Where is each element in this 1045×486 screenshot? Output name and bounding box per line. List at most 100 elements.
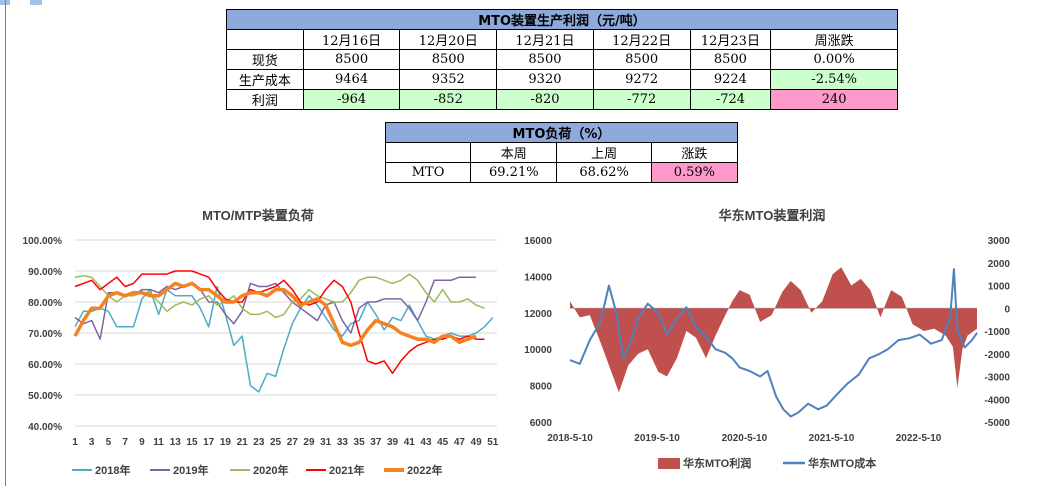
profit-area <box>570 267 977 393</box>
table-cell: -772 <box>592 89 691 110</box>
column-header <box>226 29 304 50</box>
y-tick-label: 40.00% <box>28 422 62 433</box>
column-header: 涨跌 <box>650 142 739 163</box>
x-tick-label: 35 <box>354 437 366 448</box>
table-cell: 8500 <box>689 49 772 70</box>
x-tick-label: 2019-5-10 <box>634 433 680 444</box>
legend-label: 2021年 <box>329 463 364 477</box>
x-tick-label: 33 <box>337 437 349 448</box>
x-tick-label: 13 <box>170 437 182 448</box>
table-title: MTO负荷（%） <box>385 122 738 143</box>
x-tick-label: 1 <box>72 437 78 448</box>
legend-label: 华东MTO成本 <box>808 456 876 470</box>
y-tick-label: 70.00% <box>28 329 62 340</box>
table-cell: 68.62% <box>556 162 652 183</box>
cost-line <box>569 268 978 418</box>
y-right-tick-label: 0 <box>1004 304 1010 315</box>
x-tick-label: 51 <box>487 437 499 448</box>
y-right-tick-label: -3000 <box>984 373 1010 384</box>
table-cell: 8500 <box>399 49 498 70</box>
x-tick-label: 27 <box>287 437 299 448</box>
y-tick-label: 60.00% <box>28 360 62 371</box>
x-tick-label: 2022-5-10 <box>896 433 942 444</box>
chart-title: MTO/MTP装置负荷 <box>202 208 314 223</box>
table-row: MTO 69.21% 68.62% 0.59% <box>384 162 739 183</box>
column-header: 12月22日 <box>592 29 691 50</box>
table-cell: -964 <box>302 89 401 110</box>
column-header: 12月20日 <box>399 29 498 50</box>
row-label: MTO <box>384 162 472 183</box>
x-tick-label: 11 <box>153 437 164 448</box>
legend-label: 2022年 <box>407 463 442 477</box>
x-tick-label: 3 <box>89 437 95 448</box>
table-cell: -820 <box>496 89 594 110</box>
left-divider <box>5 0 6 486</box>
x-tick-label: 15 <box>186 437 198 448</box>
series-line-2022年 <box>73 281 477 348</box>
x-tick-label: 47 <box>454 437 466 448</box>
table-title: MTO装置生产利润（元/吨） <box>226 9 898 30</box>
y-tick-label: 90.00% <box>28 267 62 278</box>
x-tick-label: 5 <box>106 437 112 448</box>
mto-profit-table: MTO装置生产利润（元/吨） 12月16日 12月20日 12月21日 12月2… <box>226 9 898 110</box>
y-right-tick-label: 2000 <box>988 259 1011 270</box>
x-tick-label: 49 <box>471 437 483 448</box>
y-left-tick-label: 16000 <box>524 236 552 247</box>
y-left-tick-label: 14000 <box>524 272 552 283</box>
table-cell: 69.21% <box>470 162 558 183</box>
x-tick-label: 9 <box>139 437 145 448</box>
x-tick-label: 2020-5-10 <box>722 433 768 444</box>
table-row: 利润 -964 -852 -820 -772 -724 240 <box>226 89 898 110</box>
table-row: 生产成本 9464 9352 9320 9272 9224 -2.54% <box>226 69 898 90</box>
table-cell: 9464 <box>302 69 401 90</box>
table-row: 现货 8500 8500 8500 8500 8500 0.00% <box>226 49 898 70</box>
table-cell: 8500 <box>496 49 594 70</box>
x-tick-label: 39 <box>387 437 399 448</box>
x-tick-label: 23 <box>253 437 265 448</box>
row-label: 现货 <box>226 49 304 70</box>
y-left-tick-label: 6000 <box>530 418 553 429</box>
y-right-tick-label: -4000 <box>984 395 1010 406</box>
x-tick-label: 21 <box>237 437 249 448</box>
table-cell: -724 <box>689 89 772 110</box>
x-tick-label: 19 <box>220 437 232 448</box>
series-line-2019年 <box>74 276 477 340</box>
table-cell: 8500 <box>302 49 401 70</box>
y-left-tick-label: 10000 <box>524 345 552 356</box>
table-cell: 8500 <box>592 49 691 70</box>
x-tick-label: 41 <box>404 437 416 448</box>
legend-label: 2019年 <box>173 463 208 477</box>
column-header: 上周 <box>556 142 652 163</box>
y-right-tick-label: -1000 <box>984 327 1010 338</box>
x-tick-label: 2018-5-10 <box>547 433 593 444</box>
tab-marker <box>30 0 42 5</box>
change-cell: 0.59% <box>650 162 739 183</box>
legend-swatch <box>658 458 680 469</box>
change-cell: -2.54% <box>770 69 898 90</box>
x-tick-label: 25 <box>270 437 282 448</box>
x-tick-label: 2021-5-10 <box>809 433 855 444</box>
y-left-tick-label: 12000 <box>524 309 552 320</box>
x-tick-label: 37 <box>370 437 382 448</box>
y-right-tick-label: -5000 <box>984 418 1010 429</box>
chart-title: 华东MTO装置利润 <box>719 208 826 223</box>
x-tick-label: 43 <box>420 437 432 448</box>
mto-load-table: MTO负荷（%） 本周 上周 涨跌 MTO 69.21% 68.62% 0.59… <box>384 122 739 183</box>
column-header: 12月16日 <box>302 29 401 50</box>
series-line-2018年 <box>74 285 494 393</box>
top-strip <box>0 0 1045 5</box>
x-tick-label: 17 <box>203 437 215 448</box>
row-label: 利润 <box>226 89 304 110</box>
x-tick-label: 31 <box>320 437 332 448</box>
table-cell: 9272 <box>592 69 691 90</box>
series-line-2021年 <box>74 270 485 375</box>
y-right-tick-label: -2000 <box>984 350 1010 361</box>
legend-label: 2018年 <box>95 463 130 477</box>
x-tick-label: 45 <box>437 437 449 448</box>
table-cell: 9320 <box>496 69 594 90</box>
column-header: 12月21日 <box>496 29 594 50</box>
y-left-tick-label: 8000 <box>530 382 553 393</box>
y-right-tick-label: 3000 <box>988 236 1011 247</box>
y-tick-label: 100.00% <box>23 236 63 247</box>
change-cell: 0.00% <box>770 49 898 70</box>
